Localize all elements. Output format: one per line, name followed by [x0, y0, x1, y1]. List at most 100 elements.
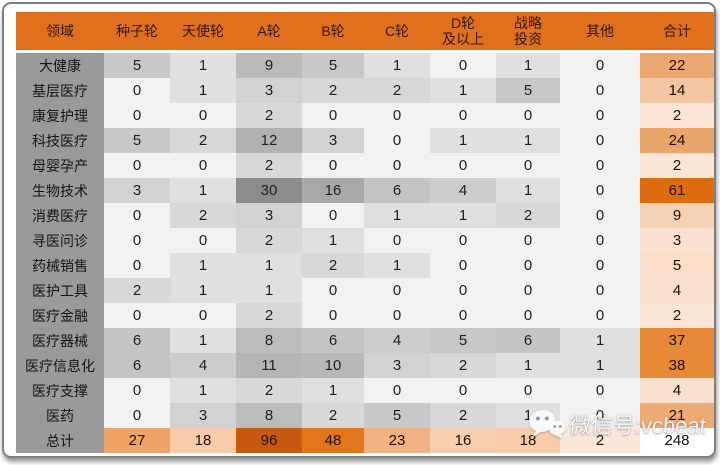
data-cell: 0: [430, 51, 496, 78]
data-cell: 8: [236, 328, 302, 353]
row-total-cell: 22: [640, 51, 714, 78]
data-cell: 2: [236, 228, 302, 253]
data-cell: 4: [430, 178, 496, 203]
data-cell: 5: [302, 51, 364, 78]
row-total-cell: 24: [640, 128, 714, 153]
data-cell: 0: [170, 153, 236, 178]
data-cell: 30: [236, 178, 302, 203]
data-cell: 1: [430, 203, 496, 228]
data-cell: 0: [560, 51, 640, 78]
data-cell: 0: [430, 378, 496, 403]
total-row: 总计 27 18 96 48 23 16 18 2 248: [16, 428, 714, 453]
table-row: 基层医疗 0 1 3 2 2 1 5 0 14: [16, 78, 714, 103]
data-cell: 0: [364, 303, 430, 328]
data-cell: 0: [364, 378, 430, 403]
row-total-cell: 3: [640, 228, 714, 253]
data-cell: 0: [430, 103, 496, 128]
data-cell: 0: [560, 403, 640, 428]
row-total-cell: 38: [640, 353, 714, 378]
data-cell: 0: [170, 103, 236, 128]
data-cell: 1: [170, 378, 236, 403]
table-row: 医疗器械 6 1 8 6 4 5 6 1 37: [16, 328, 714, 353]
data-cell: 0: [104, 153, 170, 178]
data-cell: 5: [496, 78, 560, 103]
data-cell: 0: [302, 203, 364, 228]
table-row: 寻医问诊 0 0 2 1 0 0 0 0 3: [16, 228, 714, 253]
data-cell: 96: [236, 428, 302, 453]
data-cell: 2: [560, 428, 640, 453]
column-header-0: 领域: [16, 12, 104, 53]
data-cell: 2: [364, 78, 430, 103]
data-cell: 5: [104, 51, 170, 78]
data-cell: 1: [496, 178, 560, 203]
data-cell: 5: [364, 403, 430, 428]
data-cell: 0: [170, 303, 236, 328]
data-cell: 8: [236, 403, 302, 428]
data-cell: 2: [104, 278, 170, 303]
data-cell: 0: [560, 203, 640, 228]
data-cell: 4: [364, 328, 430, 353]
data-cell: 1: [170, 253, 236, 278]
data-cell: 6: [496, 328, 560, 353]
data-cell: 0: [302, 103, 364, 128]
data-cell: 12: [236, 128, 302, 153]
row-total-cell: 2: [640, 103, 714, 128]
data-cell: 27: [104, 428, 170, 453]
column-header-3: A轮: [236, 12, 302, 53]
data-cell: 0: [560, 278, 640, 303]
data-cell: 0: [496, 278, 560, 303]
data-cell: 3: [236, 78, 302, 103]
table-row: 康复护理 0 0 2 0 0 0 0 0 2: [16, 103, 714, 128]
table-row: 生物技术 3 1 30 16 6 4 1 0 61: [16, 178, 714, 203]
data-cell: 0: [302, 278, 364, 303]
data-cell: 1: [236, 278, 302, 303]
data-cell: 16: [430, 428, 496, 453]
table-row: 母婴孕产 0 0 2 0 0 0 0 0 2: [16, 153, 714, 178]
row-total-cell: 4: [640, 378, 714, 403]
row-label: 科技医疗: [16, 128, 104, 153]
data-cell: 2: [170, 203, 236, 228]
column-header-2: 天使轮: [170, 12, 236, 53]
data-cell: 23: [364, 428, 430, 453]
row-total-cell: 21: [640, 403, 714, 428]
data-cell: 6: [104, 353, 170, 378]
data-cell: 0: [560, 303, 640, 328]
column-header-7: 战略 投资: [496, 12, 560, 53]
row-label: 康复护理: [16, 103, 104, 128]
data-cell: 0: [496, 103, 560, 128]
data-cell: 3: [104, 178, 170, 203]
data-cell: 9: [236, 51, 302, 78]
data-cell: 2: [236, 378, 302, 403]
row-label: 医疗信息化: [16, 353, 104, 378]
data-cell: 0: [364, 153, 430, 178]
data-cell: 0: [364, 228, 430, 253]
data-cell: 2: [236, 153, 302, 178]
row-total-cell: 2: [640, 153, 714, 178]
data-cell: 1: [170, 51, 236, 78]
data-cell: 1: [170, 328, 236, 353]
data-cell: 6: [364, 178, 430, 203]
data-cell: 0: [170, 228, 236, 253]
data-cell: 2: [236, 303, 302, 328]
table-row: 医药 0 3 8 2 5 2 1 0 21: [16, 403, 714, 428]
data-cell: 0: [560, 103, 640, 128]
header-row: 领域 种子轮 天使轮 A轮 B轮 C轮 D轮 及以上 战略 投资 其他 合计: [16, 12, 714, 53]
data-cell: 1: [496, 403, 560, 428]
data-cell: 0: [104, 78, 170, 103]
row-label: 大健康: [16, 51, 104, 78]
column-header-8: 其他: [560, 12, 640, 53]
data-cell: 5: [104, 128, 170, 153]
data-cell: 0: [302, 153, 364, 178]
data-cell: 1: [170, 278, 236, 303]
row-label: 医疗金融: [16, 303, 104, 328]
table-row: 医护工具 2 1 1 0 0 0 0 0 4: [16, 278, 714, 303]
row-total-cell: 14: [640, 78, 714, 103]
data-cell: 0: [104, 403, 170, 428]
data-cell: 1: [364, 253, 430, 278]
data-cell: 0: [104, 103, 170, 128]
column-header-6: D轮 及以上: [430, 12, 496, 53]
data-cell: 18: [496, 428, 560, 453]
data-cell: 0: [496, 303, 560, 328]
data-cell: 1: [430, 128, 496, 153]
